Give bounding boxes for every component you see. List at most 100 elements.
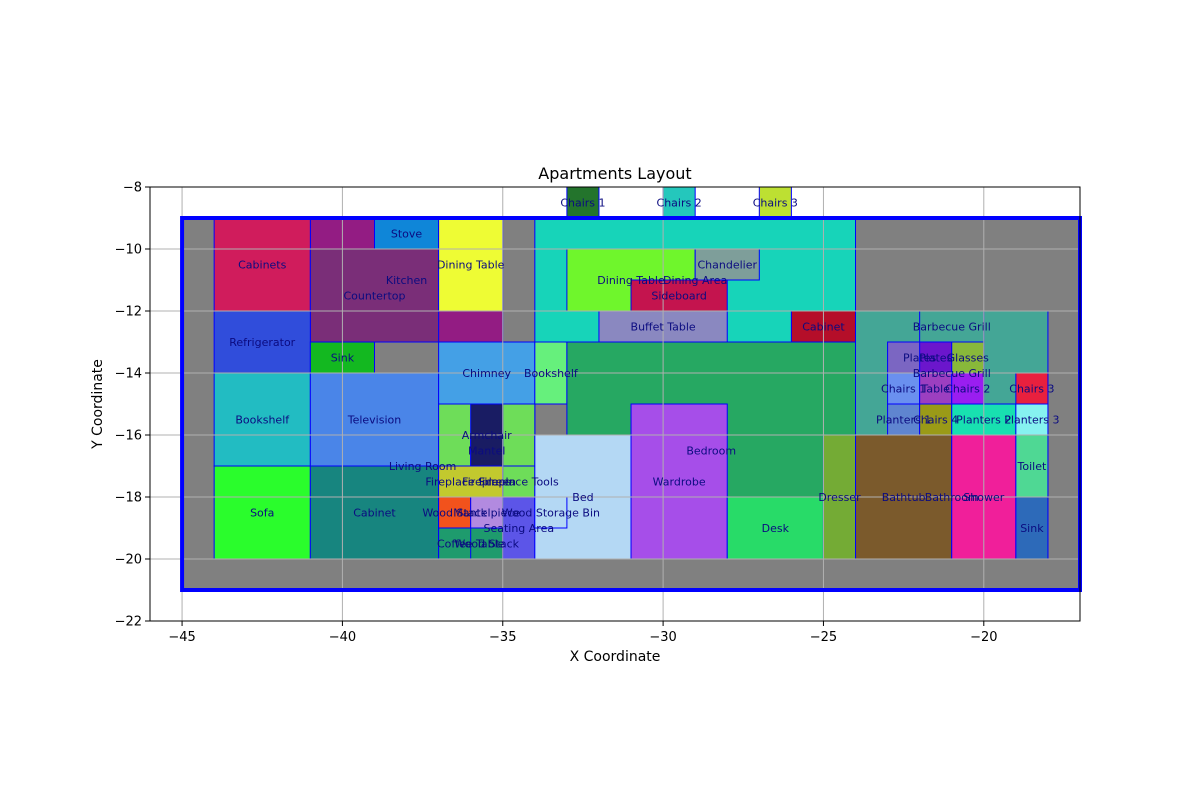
room-label: Chairs 3 <box>1009 383 1054 396</box>
room-rect <box>470 527 504 560</box>
room-rect <box>758 186 792 219</box>
room-label: Sideboard <box>651 290 707 303</box>
x-tick-label: −35 <box>489 630 516 645</box>
room-label: Chandelier <box>697 259 757 272</box>
room-label: Fireplace Screen <box>425 476 516 489</box>
room-rect <box>438 465 504 498</box>
y-tick-label: −16 <box>115 429 142 444</box>
room-rect <box>566 186 600 219</box>
room-label: Wood Stack <box>454 538 519 551</box>
room-label: Chairs 2 <box>657 197 702 210</box>
room-label: Fireplace Tools <box>479 476 559 489</box>
room-rect <box>726 496 824 560</box>
room-label: Buffet Table <box>631 321 696 334</box>
room-rect <box>887 403 921 436</box>
room-label: Wood Storage Bin <box>502 507 600 520</box>
room-label: Bathroom <box>925 491 979 504</box>
room-label: Mantelpiece <box>453 507 520 520</box>
room-rect <box>1015 496 1049 560</box>
y-tick-label: −18 <box>115 491 142 506</box>
room-label: Stove <box>391 228 423 241</box>
room-label: Toilet <box>1017 460 1047 473</box>
room-label: Fireplace <box>462 476 511 489</box>
room-rect <box>887 372 921 405</box>
room-label: Shower <box>963 491 1004 504</box>
room-label: Dining Table <box>597 274 665 287</box>
room-label: Chairs 1 <box>560 197 605 210</box>
room-label: Plates <box>919 352 953 365</box>
room-rect <box>694 248 760 281</box>
room-label: Chairs 3 <box>753 197 798 210</box>
room-label: Seating Area <box>483 522 554 535</box>
x-tick-label: −45 <box>168 630 195 645</box>
room-rect <box>438 217 504 312</box>
room-label: Armchair <box>462 429 512 442</box>
room-label: Planters 1 <box>876 414 931 427</box>
room-label: Chairs 4 <box>913 414 958 427</box>
room-label: Living Room <box>389 460 457 473</box>
axis-ticks: −45 −40 −35 −30 −25 −20 −22 −20 −18 −16 −14 −12 −10 −… <box>115 181 998 646</box>
x-tick-label: −40 <box>329 630 356 645</box>
room-label: Cabinet <box>802 321 845 334</box>
room-rect <box>919 403 953 436</box>
room-label: Chairs 1 <box>881 383 926 396</box>
room-label: Refrigerator <box>229 336 295 349</box>
room-rect <box>470 496 504 529</box>
room-label: Cabinets <box>238 259 287 272</box>
chart-title: Apartments Layout <box>538 164 691 183</box>
room-label: Television <box>347 414 402 427</box>
room-label: Coffee Table <box>437 538 505 551</box>
room-label: Cabinet <box>353 507 396 520</box>
room-rect <box>919 310 985 343</box>
room-rect <box>919 341 953 374</box>
room-label: Dining Table <box>437 259 505 272</box>
room-rect <box>630 403 728 560</box>
y-tick-label: −20 <box>115 553 142 568</box>
x-tick-label: −20 <box>970 630 997 645</box>
room-rect <box>502 465 536 498</box>
room-label: Barbecue Grill <box>913 367 991 380</box>
room-label: Countertop <box>343 290 405 303</box>
room-label: Plates <box>903 352 937 365</box>
room-label: Kitchen <box>386 274 427 287</box>
room-label: Planters 3 <box>1004 414 1059 427</box>
room-label: Bookshelf <box>235 414 290 427</box>
room-label: Chairs 2 <box>945 383 990 396</box>
room-label: Sofa <box>250 507 274 520</box>
room-label: Dining Area <box>663 274 727 287</box>
room-label: Glasses <box>947 352 990 365</box>
y-tick-label: −8 <box>123 181 142 196</box>
x-axis-title: X Coordinate <box>570 649 661 665</box>
room-rect <box>309 248 440 343</box>
room-label: Dresser <box>818 491 861 504</box>
room-label: Bathtub <box>882 491 926 504</box>
room-rect <box>662 186 696 219</box>
room-label: Bedroom <box>686 445 736 458</box>
room-rect <box>309 465 440 560</box>
room-label: Barbecue Grill <box>913 321 991 334</box>
y-tick-label: −12 <box>115 305 142 320</box>
room-rect <box>630 279 728 312</box>
y-axis-title: Y Coordinate <box>90 359 106 450</box>
y-tick-label: −22 <box>115 615 142 630</box>
room-label: Bed <box>572 491 593 504</box>
room-rect <box>1015 403 1049 436</box>
room-label: Bookshelf <box>524 367 579 380</box>
room-label: Sink <box>331 352 355 365</box>
y-tick-label: −14 <box>115 367 142 382</box>
room-label: Planters 2 <box>956 414 1011 427</box>
room-rect <box>1015 434 1049 498</box>
room-label: Wood Stack <box>422 507 487 520</box>
plot-frame <box>149 186 1081 622</box>
x-tick-label: −30 <box>649 630 676 645</box>
x-tick-label: −25 <box>810 630 837 645</box>
room-label: Wardrobe <box>653 476 706 489</box>
room-labels-layer: Kitchen Cabinets Countertop Stove Dining Tab… <box>229 197 1059 551</box>
room-rect <box>951 372 985 405</box>
y-tick-label: −10 <box>115 243 142 258</box>
room-label: Table <box>920 383 950 396</box>
room-label: Sink <box>1020 522 1044 535</box>
room-label: Mantel <box>468 445 505 458</box>
room-rect <box>213 310 311 374</box>
